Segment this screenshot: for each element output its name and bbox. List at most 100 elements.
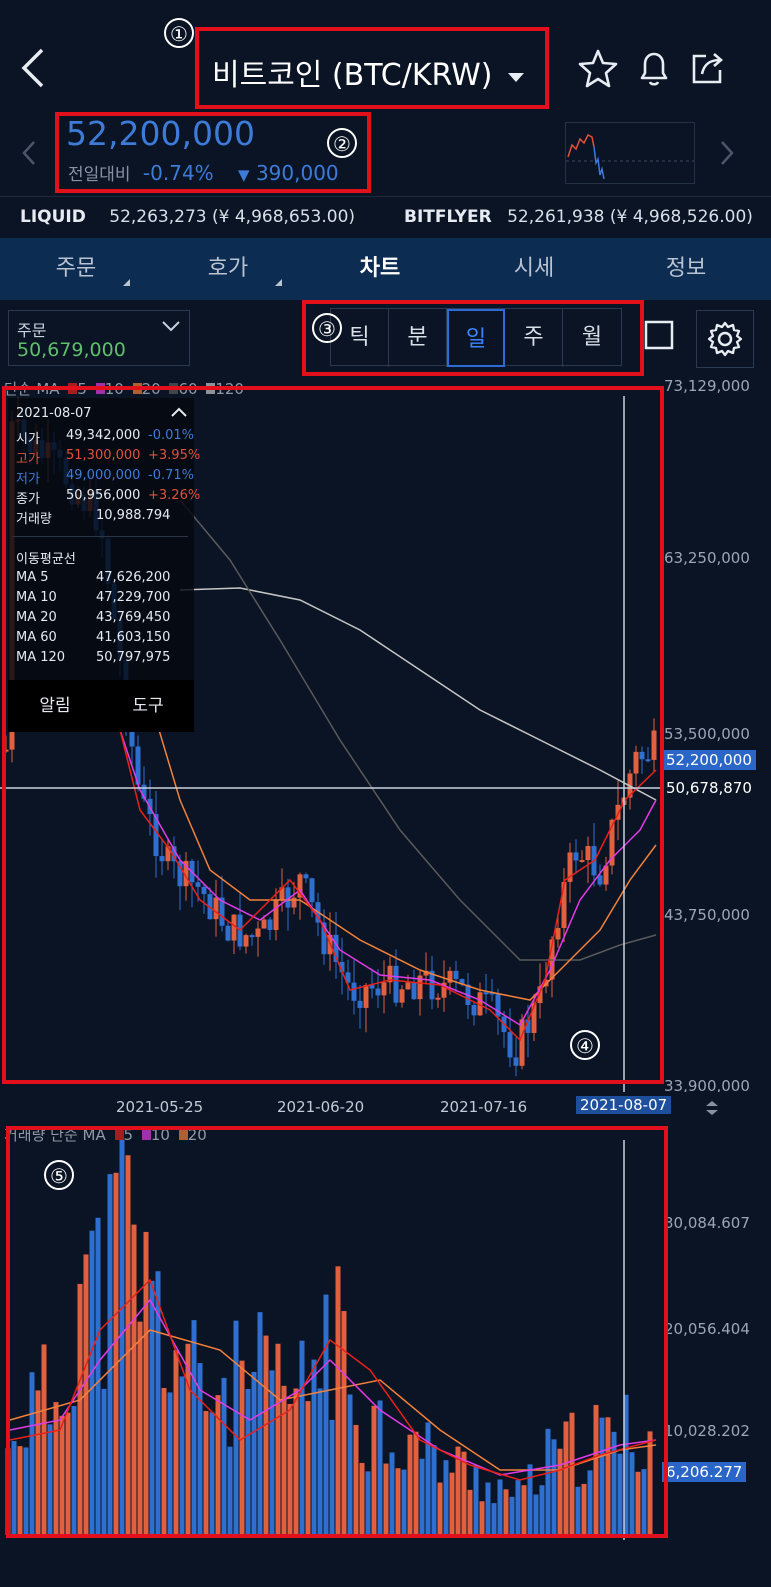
volume-bar xyxy=(521,1485,527,1535)
candle-body xyxy=(525,1019,531,1033)
date-tick-3: 2021-07-16 xyxy=(440,1098,528,1116)
fullscreen-button[interactable] xyxy=(642,316,678,352)
alert-tool-button[interactable]: 알림 xyxy=(8,680,102,732)
period-minute[interactable]: 분 xyxy=(389,309,447,367)
candle-body xyxy=(537,986,543,1004)
exchange-name: BITFLYER xyxy=(404,207,492,227)
change-label: 전일대비 xyxy=(68,165,131,185)
volume-bar xyxy=(71,1406,77,1535)
candle-body xyxy=(249,935,255,938)
mini-chart[interactable] xyxy=(565,122,695,184)
info-key: 거래량 xyxy=(16,512,52,527)
ma-line xyxy=(109,689,657,1042)
annotation-marker-3: ③ xyxy=(312,313,342,343)
volume-bar xyxy=(437,1482,443,1535)
volume-bar xyxy=(563,1421,569,1535)
volume-bar xyxy=(29,1372,35,1535)
exchange-row xyxy=(0,196,771,239)
candle-body xyxy=(201,886,207,895)
tab-info[interactable]: 정보 xyxy=(638,238,734,300)
candle-body xyxy=(399,989,405,1003)
tab-orderbook[interactable]: 호가 xyxy=(180,238,282,300)
settings-button[interactable] xyxy=(696,310,754,368)
volume-y-tick-1: 30,084.607 xyxy=(664,1214,750,1232)
change-percent: -0.74% xyxy=(142,161,214,185)
back-button[interactable] xyxy=(14,46,58,90)
candle-body xyxy=(171,846,177,862)
period-month[interactable]: 월 xyxy=(581,325,603,350)
info-key: 저가 xyxy=(16,472,40,487)
star-icon xyxy=(578,49,618,88)
candle-body xyxy=(417,975,423,1000)
order-price-box[interactable]: 주문 50,679,000 xyxy=(8,310,190,366)
volume-bar xyxy=(545,1428,551,1535)
info-value: 51,300,000 xyxy=(66,448,141,463)
volume-bar xyxy=(515,1480,521,1535)
candle-body xyxy=(273,900,279,930)
period-selector: 틱 분 일 주 월 xyxy=(330,308,622,367)
tab-chart[interactable]: 차트 xyxy=(332,238,428,300)
volume-bar xyxy=(629,1452,635,1535)
candle-body xyxy=(225,925,231,941)
volume-bar xyxy=(47,1424,53,1535)
candle-body xyxy=(615,804,621,820)
alert-button[interactable] xyxy=(632,46,676,90)
candle-body xyxy=(369,984,375,989)
prev-coin-button[interactable] xyxy=(20,138,40,172)
volume-bar xyxy=(35,1390,41,1535)
volume-bar xyxy=(395,1468,401,1535)
candle-body xyxy=(555,927,561,940)
volume-bar xyxy=(335,1266,341,1535)
volume-bar xyxy=(221,1377,227,1535)
ohlc-info-panel xyxy=(8,398,194,732)
info-key: 시가 xyxy=(16,432,40,447)
volume-legend-20: 20 xyxy=(187,1126,207,1144)
chart-resize-handle[interactable] xyxy=(702,1098,722,1122)
candle-body xyxy=(579,860,585,863)
info-value: 49,000,000 xyxy=(66,468,141,483)
volume-bar xyxy=(497,1479,503,1535)
volume-bar xyxy=(557,1448,563,1535)
candle-body xyxy=(453,970,459,980)
period-tick[interactable]: 틱 xyxy=(331,309,389,367)
share-button[interactable] xyxy=(686,46,730,90)
volume-bar xyxy=(473,1465,479,1535)
candle-body xyxy=(135,746,141,785)
volume-bar xyxy=(581,1483,587,1535)
volume-bar xyxy=(641,1469,647,1535)
date-tick-1: 2021-05-25 xyxy=(116,1098,204,1116)
ma-line xyxy=(109,699,657,1027)
volume-bar xyxy=(257,1312,263,1535)
y-tick-5: 33,900,000 xyxy=(664,1077,750,1095)
period-day[interactable]: 일 xyxy=(447,309,505,367)
ma-value: 47,626,200 xyxy=(96,570,171,585)
period-week[interactable]: 주 xyxy=(505,309,563,367)
volume-bar xyxy=(533,1494,539,1535)
info-key: 고가 xyxy=(16,452,40,467)
page-title[interactable]: 비트코인 (BTC/KRW) xyxy=(212,50,526,94)
tab-quotes[interactable]: 시세 xyxy=(486,238,582,300)
draw-tool-button[interactable]: 도구 xyxy=(102,680,194,732)
volume-legend-swatch-20 xyxy=(178,1129,188,1140)
candle-body xyxy=(183,860,189,887)
volume-bar xyxy=(647,1431,653,1535)
volume-bar xyxy=(209,1412,215,1535)
tab-order[interactable]: 주문 xyxy=(28,238,130,300)
volume-bar xyxy=(197,1363,203,1535)
candle-body xyxy=(441,982,447,998)
volume-chart[interactable] xyxy=(0,1140,660,1540)
next-coin-button[interactable] xyxy=(716,138,736,172)
candle-body xyxy=(531,1003,537,1033)
volume-bar xyxy=(281,1385,287,1535)
volume-bar xyxy=(269,1370,275,1535)
favorite-button[interactable] xyxy=(576,46,620,90)
volume-bar xyxy=(569,1412,575,1535)
candle-body xyxy=(477,992,483,1016)
candle-body xyxy=(603,865,609,885)
volume-bar xyxy=(293,1388,299,1535)
volume-bar xyxy=(389,1452,395,1535)
info-percent: -0.01% xyxy=(148,428,194,443)
volume-bar xyxy=(275,1343,281,1535)
order-label: 주문 xyxy=(17,321,47,340)
collapse-panel-button[interactable] xyxy=(170,404,188,423)
